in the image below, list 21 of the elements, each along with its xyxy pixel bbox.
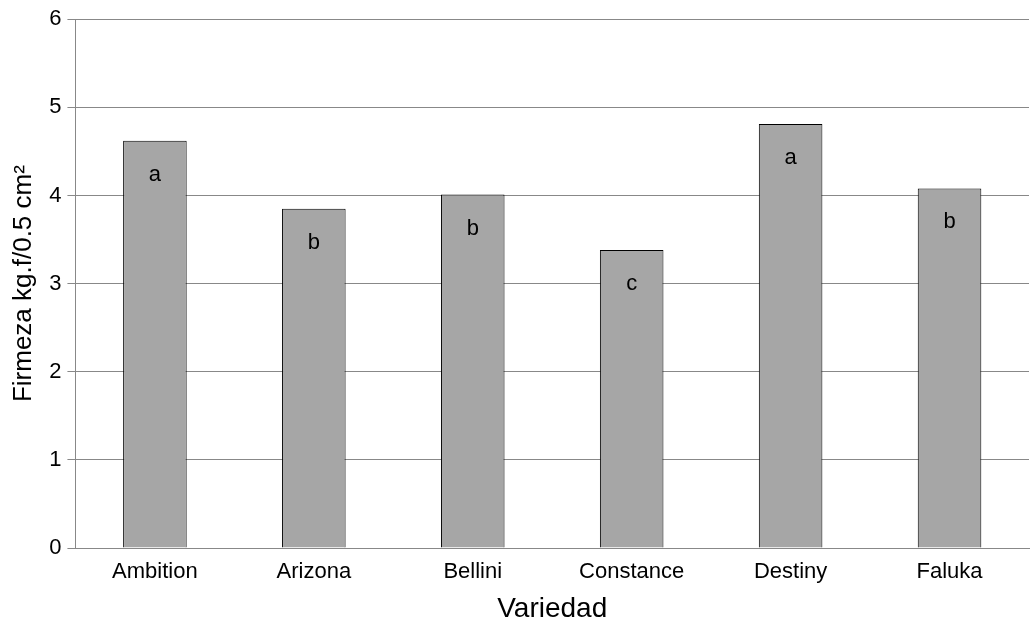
y-axis-title: Firmeza kg.f/0.5 cm² [6, 164, 37, 403]
y-tick-label: 6 [49, 5, 62, 31]
x-tick-label: Bellini [443, 558, 503, 584]
y-tick-label: 1 [49, 445, 62, 471]
annotation: b [466, 214, 479, 240]
x-tick-label: Constance [579, 558, 685, 584]
y-tick-label: 0 [49, 534, 62, 560]
annotation: a [148, 160, 162, 186]
annotation: c [626, 270, 638, 296]
y-tick-label: 2 [49, 357, 62, 383]
annotation: b [943, 208, 956, 234]
x-tick-label: Arizona [276, 558, 352, 584]
y-tick-label: 4 [49, 181, 62, 207]
x-tick-label: Ambition [112, 558, 198, 584]
y-tick-label: 5 [49, 93, 62, 119]
annotation: a [784, 144, 798, 170]
x-tick-label: Destiny [753, 558, 828, 584]
x-tick-label: Faluka [916, 558, 984, 584]
x-axis-title: Variedad [497, 591, 608, 623]
annotation: b [307, 228, 320, 254]
y-tick-label: 3 [49, 269, 62, 295]
